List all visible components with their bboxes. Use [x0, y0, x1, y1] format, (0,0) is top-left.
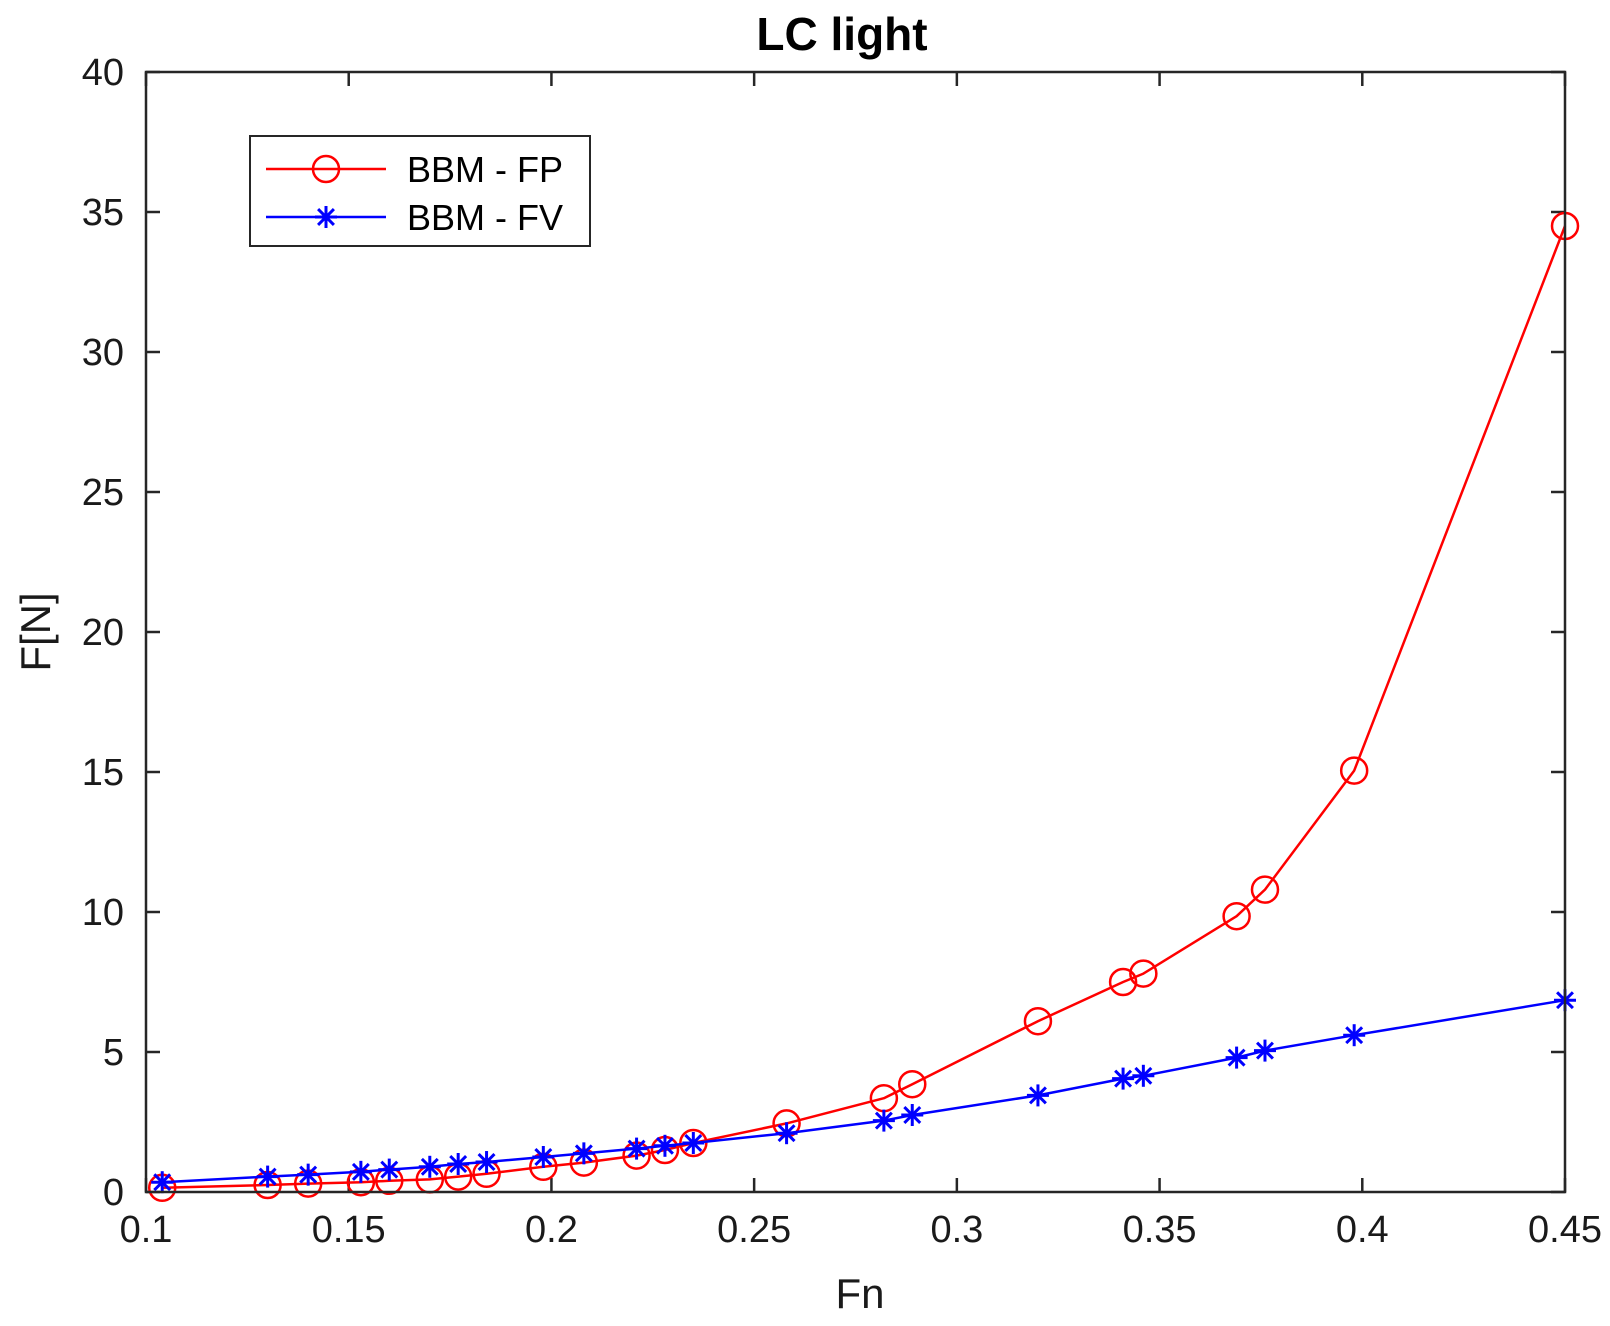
data-point-bbm-fv: [447, 1153, 470, 1175]
x-tick-label: 0.4: [1336, 1209, 1389, 1251]
data-point-bbm-fp: [898, 1069, 927, 1099]
y-tick-label: 20: [82, 612, 124, 654]
legend-box: [249, 135, 591, 247]
data-point-bbm-fv: [532, 1146, 555, 1168]
data-point-bbm-fp: [1250, 875, 1280, 904]
legend: BBM - FP BBM - FV: [249, 135, 591, 247]
y-tick-label: 35: [82, 192, 124, 234]
data-point-bbm-fv: [475, 1151, 498, 1174]
y-tick-label: 15: [82, 752, 124, 794]
y-tick-label: 25: [82, 472, 124, 514]
data-point-bbm-fv: [1132, 1064, 1155, 1087]
y-tick-label: 10: [82, 892, 124, 934]
data-point-bbm-fv: [901, 1104, 924, 1126]
x-tick-label: 0.15: [312, 1209, 386, 1251]
data-point-bbm-fv: [653, 1134, 676, 1157]
legend-marker: [315, 206, 337, 228]
data-point-bbm-fv: [378, 1158, 401, 1181]
data-point-bbm-fp: [1129, 959, 1158, 988]
data-point-bbm-fv: [572, 1142, 595, 1165]
data-point-bbm-fv: [1112, 1067, 1135, 1090]
data-point-bbm-fv: [682, 1132, 705, 1154]
data-point-bbm-fv: [297, 1163, 320, 1186]
data-point-bbm-fv: [1225, 1046, 1248, 1069]
x-axis-label: Fn: [835, 1270, 884, 1317]
data-point-bbm-fv: [256, 1165, 279, 1188]
x-tick-label: 0.25: [717, 1209, 791, 1251]
data-point-bbm-fv: [872, 1109, 895, 1132]
y-axis-label: F[N]: [12, 592, 59, 671]
data-point-bbm-fv: [349, 1160, 372, 1183]
data-point-bbm-fv: [775, 1122, 798, 1145]
x-tick-label: 0.1: [120, 1209, 173, 1251]
data-point-bbm-fp: [1108, 967, 1138, 997]
x-tick-label: 0.45: [1528, 1209, 1602, 1251]
x-tick-label: 0.3: [930, 1209, 983, 1251]
data-point-bbm-fv: [625, 1137, 648, 1160]
x-tick-label: 0.35: [1123, 1209, 1197, 1251]
y-tick-label: 5: [103, 1032, 124, 1074]
x-tick-label: 0.2: [525, 1209, 578, 1251]
series-bbm-fv: [151, 989, 1576, 1194]
y-tick-label: 30: [82, 332, 124, 374]
plot-frame: [144, 70, 1567, 1194]
legend-label: BBM - FV: [407, 197, 563, 238]
legend-label: BBM - FP: [407, 149, 563, 190]
data-point-bbm-fp: [1222, 901, 1251, 931]
data-point-bbm-fp: [1023, 1006, 1053, 1036]
y-tick-label: 40: [82, 52, 124, 94]
data-point-bbm-fv: [1343, 1024, 1366, 1047]
chart-title: LC light: [756, 8, 927, 60]
plot-area: [146, 72, 1565, 1192]
data-point-bbm-fv: [1253, 1039, 1276, 1062]
y-tick-label: 0: [103, 1172, 124, 1214]
data-point-bbm-fv: [151, 1171, 174, 1194]
data-point-bbm-fp: [679, 1128, 708, 1158]
data-point-bbm-fv: [1026, 1084, 1049, 1107]
legend-marker: [311, 154, 341, 184]
data-point-bbm-fp: [1339, 756, 1369, 785]
data-point-bbm-fv: [418, 1155, 441, 1178]
